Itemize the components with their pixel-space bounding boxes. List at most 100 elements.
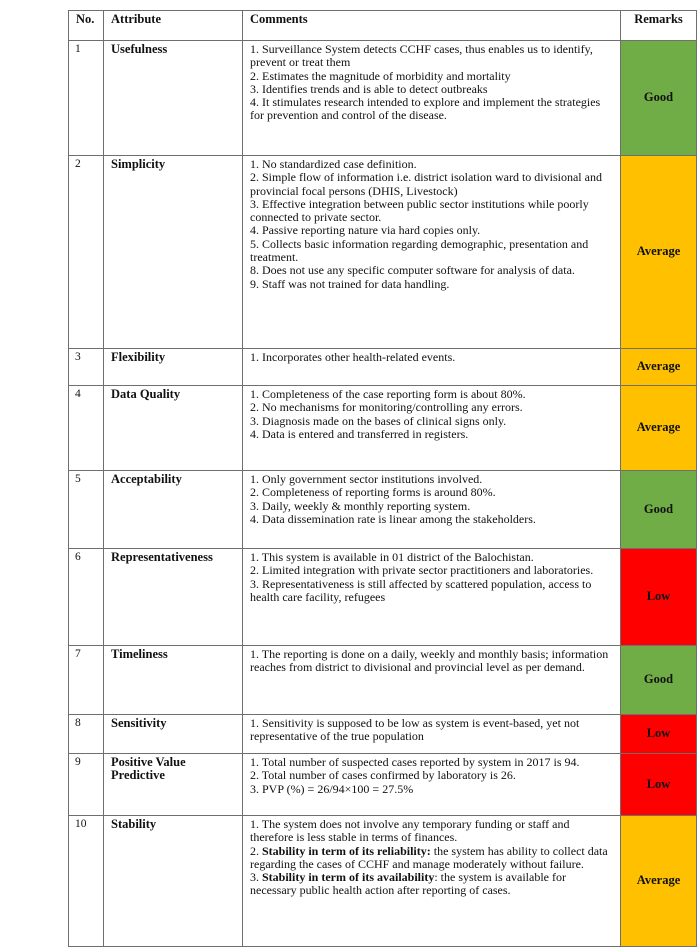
comment-text: 3. Identifies trends and is able to dete… [250, 81, 488, 96]
remark-badge: Low [620, 548, 697, 646]
comment-text: 2. Completeness of reporting forms is ar… [250, 485, 496, 500]
comment-line: 2. Limited integration with private sect… [250, 564, 614, 577]
comments-cell: 1. Incorporates other health-related eve… [242, 348, 621, 386]
attribute-name: Acceptability [103, 470, 243, 549]
comments-cell: 1. This system is available in 01 distri… [242, 548, 621, 646]
attribute-name: Positive Value Predictive [103, 753, 243, 816]
comments-cell: 1. The system does not involve any tempo… [242, 815, 621, 947]
comment-line: 2. Completeness of reporting forms is ar… [250, 486, 614, 499]
comment-text: 1. Surveillance System detects CCHF case… [250, 42, 593, 70]
comment-line: 9. Staff was not trained for data handli… [250, 276, 614, 291]
comment-lead: Stability in term of its availability [262, 870, 435, 885]
remark-badge: Average [620, 385, 697, 471]
comment-text: 1. The reporting is done on a daily, wee… [250, 647, 609, 675]
remark-badge: Good [620, 470, 697, 549]
comment-text: 1. No standardized case definition. [250, 157, 417, 171]
attribute-name: Stability [103, 815, 243, 947]
comment-line: 2. Total number of cases confirmed by la… [250, 769, 614, 782]
comment-line: 1. Total number of suspected cases repor… [250, 755, 614, 769]
attribute-name: Usefulness [103, 40, 243, 156]
header-remarks: Remarks [620, 10, 697, 41]
row-number: 4 [68, 385, 104, 471]
table-row: 1 Usefulness 1. Surveillance System detect… [68, 40, 697, 156]
header-no: No. [68, 10, 104, 41]
remark-badge: Good [620, 645, 697, 715]
comment-line: 1. Incorporates other health-related eve… [250, 350, 614, 364]
comment-text: 2. Estimates the magnitude of morbidity … [250, 68, 511, 83]
attribute-name: Sensitivity [103, 714, 243, 754]
comment-line: 3. Representativeness is still affected … [250, 577, 614, 605]
comment-text: 8. Does not use any specific computer so… [250, 263, 575, 278]
comment-text: 4. Data dissemination rate is linear amo… [250, 511, 536, 526]
comment-line: 1. Sensitivity is supposed to be low as … [250, 716, 614, 744]
row-number: 8 [68, 714, 104, 754]
remark-badge: Average [620, 348, 697, 386]
header-row: No. Attribute Comments Remarks [68, 10, 697, 41]
comment-text: 1. Only government sector institutions i… [250, 472, 483, 486]
comment-lead: Stability in term of its reliability: [262, 843, 431, 858]
comment-number: 2. [250, 843, 262, 858]
comment-line: 2. No mechanisms for monitoring/controll… [250, 401, 614, 414]
attribute-name: Timeliness [103, 645, 243, 715]
comment-text: 3. PVP (%) = 26/94×100 = 27.5% [250, 781, 414, 796]
comments-cell: 1. Total number of suspected cases repor… [242, 753, 621, 816]
comment-text: 4. It stimulates research intended to ex… [250, 95, 601, 123]
comment-line: 1. Only government sector institutions i… [250, 472, 614, 486]
comment-text: 1. Total number of suspected cases repor… [250, 755, 580, 769]
comment-line: 4. Data dissemination rate is linear amo… [250, 511, 614, 526]
comment-text: 1. Completeness of the case reporting fo… [250, 387, 526, 401]
comments-cell: 1. Surveillance System detects CCHF case… [242, 40, 621, 156]
comment-number: 3. [250, 870, 262, 885]
comment-line: 1. No standardized case definition. [250, 157, 614, 171]
comment-line: 3. Identifies trends and is able to dete… [250, 81, 614, 96]
comments-cell: 1. Completeness of the case reporting fo… [242, 385, 621, 471]
comments-cell: 1. Only government sector institutions i… [242, 470, 621, 549]
comment-text: 9. Staff was not trained for data handli… [250, 276, 450, 291]
surveillance-evaluation-table: No. Attribute Comments Remarks 1 Usefulne… [68, 10, 697, 947]
comments-cell: 1. Sensitivity is supposed to be low as … [242, 714, 621, 754]
attribute-name: Flexibility [103, 348, 243, 386]
comment-text: the system has ability to collect data r… [250, 843, 608, 871]
table-row: 7 Timeliness 1. The reporting is done on a… [68, 645, 697, 715]
comment-text: 1. This system is available in 01 distri… [250, 550, 534, 564]
comment-line: 3. Diagnosis made on the bases of clinic… [250, 414, 614, 428]
row-number: 3 [68, 348, 104, 386]
remark-badge: Good [620, 40, 697, 156]
table-row: 8 Sensitivity 1. Sensitivity is supposed t… [68, 714, 697, 754]
comment-line: 1. The reporting is done on a daily, wee… [250, 647, 614, 675]
remark-badge: Low [620, 714, 697, 754]
row-number: 2 [68, 155, 104, 349]
comment-line: 3. Effective integration between public … [250, 197, 614, 225]
remark-badge: Low [620, 753, 697, 816]
table-row: 3 Flexibility 1. Incorporates other health… [68, 348, 697, 386]
row-number: 5 [68, 470, 104, 549]
attribute-name: Representativeness [103, 548, 243, 646]
comment-text: : the system is available for necessary … [250, 870, 566, 898]
table-row: 5 Acceptability 1. Only government sector … [68, 470, 697, 549]
comment-text: 5. Collects basic information regarding … [250, 236, 589, 265]
comment-line: 4. Data is entered and transferred in re… [250, 427, 614, 441]
attribute-name: Simplicity [103, 155, 243, 349]
remark-badge: Average [620, 815, 697, 947]
table-row: 10 Stability 1. The system does not involv… [68, 815, 697, 947]
comment-line: 1. Completeness of the case reporting fo… [250, 387, 614, 401]
attribute-name: Data Quality [103, 385, 243, 471]
comment-text: 3. Daily, weekly & monthly reporting sys… [250, 498, 471, 513]
comments-cell: 1. The reporting is done on a daily, wee… [242, 645, 621, 715]
row-number: 9 [68, 753, 104, 816]
table-row: 2 Simplicity 1. No standardized case defin… [68, 155, 697, 349]
comment-line: 1. This system is available in 01 distri… [250, 550, 614, 564]
comment-line: 2. Stability in term of its reliability:… [250, 843, 614, 872]
header-attribute: Attribute [103, 10, 243, 41]
comments-cell: 1. No standardized case definition. 2. Si… [242, 155, 621, 349]
table-row: 6 Representativeness 1. This system is ava… [68, 548, 697, 646]
comment-line: 4. It stimulates research intended to ex… [250, 95, 614, 123]
row-number: 7 [68, 645, 104, 715]
remark-badge: Average [620, 155, 697, 349]
comment-text: 1. Incorporates other health-related eve… [250, 350, 456, 364]
comment-text: 2. Limited integration with private sect… [250, 563, 594, 578]
comment-text: 2. Total number of cases confirmed by la… [250, 768, 516, 783]
comment-line: 1. The system does not involve any tempo… [250, 817, 614, 845]
comment-line: 3. Stability in term of its availability… [250, 870, 614, 898]
comment-line: 4. Passive reporting nature via hard cop… [250, 224, 614, 237]
